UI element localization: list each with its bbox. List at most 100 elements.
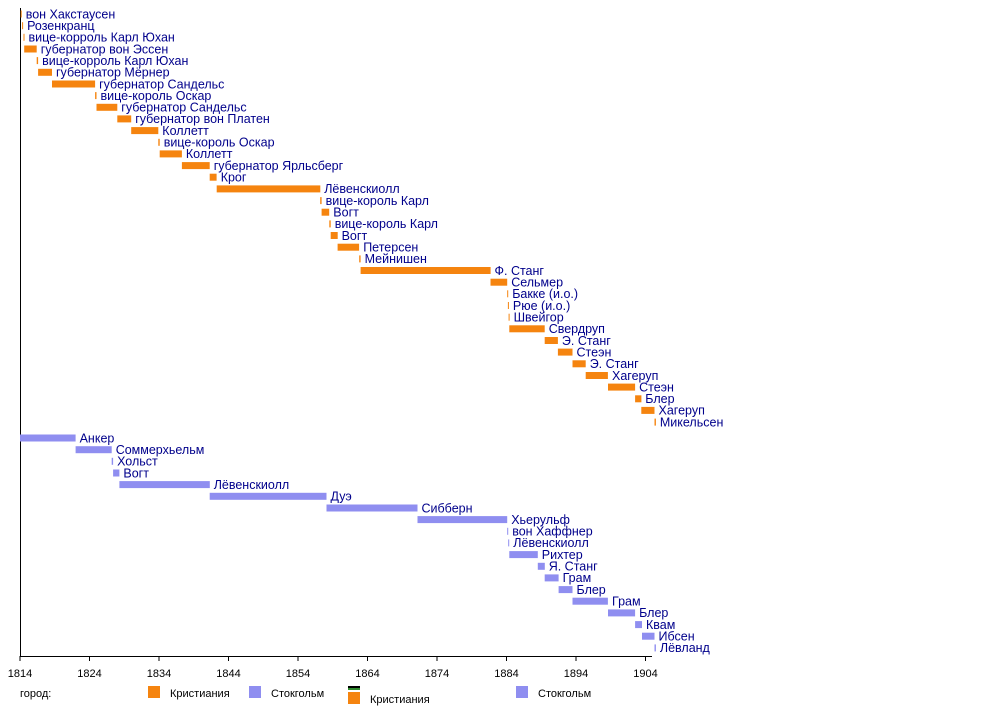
bar-label: Дуэ: [331, 490, 352, 504]
bar-label: Швейгор: [514, 311, 564, 325]
timeline-bar: [75, 446, 112, 454]
timeline-bar: [654, 418, 656, 426]
x-tick-label: 1854: [286, 668, 310, 680]
bar-label: Ф. Станг: [495, 264, 545, 278]
bar-label: Хагеруп: [659, 404, 705, 418]
bar-label: Крог: [221, 171, 247, 185]
x-tick-label: 1864: [355, 668, 379, 680]
timeline-bar: [544, 337, 558, 344]
timeline-bar: [642, 632, 655, 640]
x-tick-label: 1884: [494, 668, 518, 680]
x-tick-label: 1834: [147, 668, 171, 680]
timeline-bar: [608, 609, 636, 617]
timeline-bar: [96, 103, 118, 111]
timeline-bar: [608, 383, 636, 391]
bar-label: Анкер: [80, 431, 115, 445]
timeline-bar: [507, 302, 509, 309]
bar-label: губернатор Ярльсберг: [214, 159, 344, 173]
bar-label: Сельмер: [511, 276, 563, 290]
timeline-bar: [181, 162, 210, 170]
timeline-bar: [507, 527, 509, 535]
timeline-bar: [23, 33, 25, 41]
legend-swatch-stripe-black: [348, 686, 360, 688]
bar-label: Рихтер: [542, 548, 583, 562]
x-tick-label: 1844: [216, 668, 240, 680]
bar-label: вице-корроль Карл Юхан: [29, 31, 175, 45]
bar-label: Ибсен: [659, 630, 695, 644]
bar-label: вон Хакстаусен: [26, 7, 116, 21]
x-tick-label: 1824: [77, 668, 101, 680]
timeline-bar: [509, 551, 538, 559]
timeline-bar: [111, 457, 114, 465]
legend-label-kristiania-alt: Кристиания: [370, 694, 430, 706]
bar-label: Розенкранц: [27, 19, 94, 33]
timeline-bar: [544, 574, 559, 582]
legend-swatch-stockholm: [249, 686, 261, 698]
timeline-bar: [119, 481, 210, 489]
timeline-bar: [20, 434, 76, 442]
timeline-bar: [24, 45, 37, 53]
timeline-bar: [329, 220, 331, 228]
timeline-bar: [490, 278, 508, 286]
bar-label: губернатор вон Платен: [135, 112, 270, 126]
legend-title: город:: [20, 688, 51, 700]
bar-label: Коллетт: [162, 124, 209, 138]
bar-label: Микельсен: [660, 415, 724, 429]
timeline-bar: [158, 138, 160, 146]
bar-label: вице-король Карл: [335, 217, 438, 231]
x-axis-ticks: 1814 1824 1834 1844 1854 1864 1874 1884 1894 1904: [8, 656, 658, 680]
legend-label-kristiania: Кристиания: [170, 688, 230, 700]
timeline-bar: [508, 313, 510, 321]
bar-label: Я. Станг: [549, 560, 598, 574]
bar-label: Лёвенскиолл: [214, 478, 289, 492]
timeline-bar: [216, 185, 321, 193]
bar-label: губернатор Сандельс: [121, 101, 246, 115]
bar-label: Стеэн: [639, 380, 674, 394]
bar-label: Хагеруп: [612, 369, 658, 383]
bar-label: Квам: [646, 618, 675, 632]
timeline-bar: [359, 255, 361, 263]
bar-label: Э. Станг: [562, 334, 611, 348]
bar-label: Рюе (и.о.): [513, 299, 570, 313]
bar-label: Грам: [563, 571, 592, 585]
x-tick-label: 1904: [633, 668, 657, 680]
timeline-bar: [113, 469, 120, 477]
bar-label: Э. Станг: [590, 357, 639, 371]
timeline-bar: [558, 586, 573, 594]
bar-label: вице-король Оскар: [164, 136, 275, 150]
bar-label: Вогт: [333, 206, 359, 220]
legend-label-stockholm: Стокгольм: [271, 688, 324, 700]
bar-label: Сибберн: [422, 501, 473, 515]
bars-layer: [20, 10, 656, 652]
timeline-bar: [635, 621, 642, 629]
bar-label: Коллетт: [186, 147, 233, 161]
legend-swatch-stockholm-alt: [516, 686, 528, 698]
timeline-bar: [557, 348, 573, 356]
x-tick-label: 1894: [564, 668, 588, 680]
legend-swatch-stripe-green: [348, 688, 360, 690]
legend-label-stockholm-alt: Стокгольм: [538, 688, 591, 700]
timeline-bar: [52, 80, 96, 88]
timeline-bar: [641, 406, 655, 414]
timeline-bar: [117, 115, 132, 123]
timeline-bar: [320, 197, 322, 205]
timeline-bar: [572, 360, 586, 368]
bar-label: губернатор вон Эссен: [41, 42, 169, 56]
legend: город: Кристиания Стокгольм Кристиания С…: [20, 686, 591, 706]
timeline-bar: [20, 10, 22, 18]
bar-label: Петерсен: [363, 241, 418, 255]
legend-swatch-kristiania: [148, 686, 160, 698]
timeline-bar: [507, 290, 509, 298]
bar-label: вице-король Оскар: [101, 89, 212, 103]
bar-label: вице-король Карл: [326, 194, 429, 208]
timeline-bar: [131, 127, 159, 135]
x-tick-label: 1814: [8, 668, 32, 680]
timeline-bar: [159, 150, 182, 158]
bar-label: губернатор Сандельс: [99, 77, 224, 91]
timeline-bar: [417, 516, 508, 524]
bar-label: вон Хаффнер: [512, 525, 593, 539]
timeline-bar: [654, 644, 656, 652]
bar-label: Соммерхьельм: [116, 443, 205, 457]
